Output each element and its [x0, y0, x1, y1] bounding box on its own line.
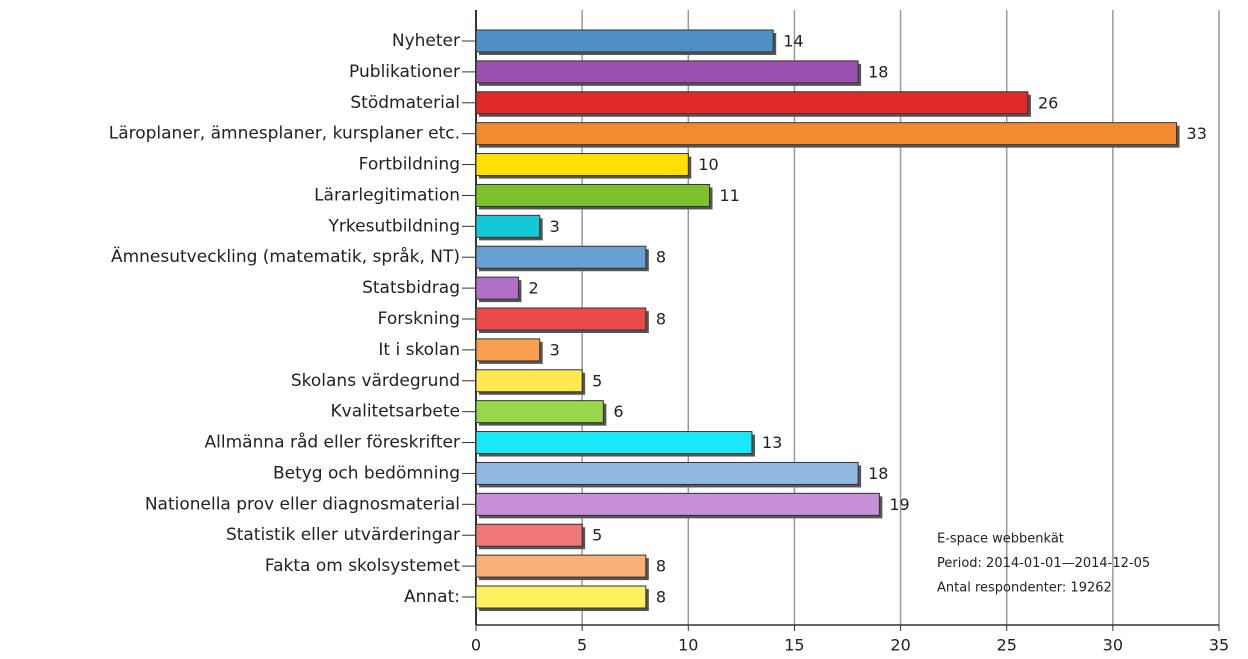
data-label: 8: [656, 310, 666, 329]
data-label: 5: [592, 526, 602, 545]
y-tick-label: Statistik eller utvärderingar: [226, 525, 460, 545]
bar: [475, 554, 647, 578]
bar: [475, 29, 774, 53]
x-tick-label: 0: [471, 636, 481, 655]
bar: [475, 122, 1178, 146]
y-tick-label: Kvalitetsarbete: [330, 402, 460, 422]
data-label: 5: [592, 371, 602, 390]
bar: [475, 183, 711, 207]
data-label: 33: [1187, 124, 1207, 143]
x-tick-label: 20: [890, 636, 910, 655]
y-tick-label: Stödmaterial: [350, 93, 460, 113]
bar: [475, 153, 689, 177]
data-label: 6: [613, 402, 623, 421]
bar: [475, 492, 880, 516]
y-tick-label: Forskning: [378, 309, 460, 329]
data-label: 8: [656, 248, 666, 267]
bar: [475, 523, 583, 547]
bar: [475, 431, 753, 455]
bar: [475, 245, 647, 269]
x-tick-label: 30: [1103, 636, 1123, 655]
annotation: Period: 2014-01-01—2014-12-05: [937, 556, 1150, 571]
y-tick-label: Publikationer: [349, 62, 460, 82]
data-label: 8: [656, 557, 666, 576]
y-tick-label: Betyg och bedömning: [273, 463, 460, 483]
y-tick-label: Läroplaner, ämnesplaner, kursplaner etc.: [109, 124, 460, 144]
bar: [475, 338, 541, 362]
data-label: 10: [698, 155, 718, 174]
y-tick-label: Fortbildning: [359, 155, 460, 175]
data-label: 3: [550, 217, 560, 236]
bar: [475, 91, 1029, 115]
y-tick-label: Fakta om skolsystemet: [265, 556, 460, 576]
x-tick-label: 5: [577, 636, 587, 655]
data-label: 19: [889, 495, 909, 514]
y-tick-label: It i skolan: [378, 340, 460, 360]
data-label: 8: [656, 588, 666, 607]
data-label: 18: [868, 464, 888, 483]
data-label: 14: [783, 32, 803, 51]
y-tick-label: Annat:: [404, 587, 460, 607]
y-tick-label: Ämnesutveckling (matematik, språk, NT): [111, 246, 460, 267]
data-label: 13: [762, 433, 782, 452]
bar: [475, 400, 604, 424]
annotation: Antal respondenter: 19262: [937, 581, 1112, 596]
y-tick-label: Nyheter: [392, 31, 460, 51]
x-tick-label: 15: [784, 636, 804, 655]
x-tick-label: 25: [997, 636, 1017, 655]
bar: [475, 60, 859, 84]
annotation: E-space webbenkät: [937, 532, 1064, 547]
y-tick-label: Yrkesutbildning: [328, 216, 460, 236]
y-tick-label: Statsbidrag: [362, 278, 460, 298]
x-tick-label: 10: [678, 636, 698, 655]
bar: [475, 369, 583, 393]
data-label: 2: [528, 279, 538, 298]
data-label: 18: [868, 62, 888, 81]
data-label: 26: [1038, 93, 1058, 112]
bar: [475, 276, 519, 300]
bar: [475, 307, 647, 331]
y-tick-label: Skolans värdegrund: [291, 371, 460, 391]
data-label: 11: [720, 186, 740, 205]
bar: [475, 214, 541, 238]
bar: [475, 585, 647, 609]
x-tick-label: 35: [1209, 636, 1229, 655]
y-tick-label: Allmänna råd eller föreskrifter: [205, 432, 460, 453]
y-tick-label: Nationella prov eller diagnosmaterial: [145, 494, 460, 514]
data-label: 3: [550, 340, 560, 359]
bar: [475, 461, 859, 485]
y-tick-label: Lärarlegitimation: [314, 185, 460, 205]
